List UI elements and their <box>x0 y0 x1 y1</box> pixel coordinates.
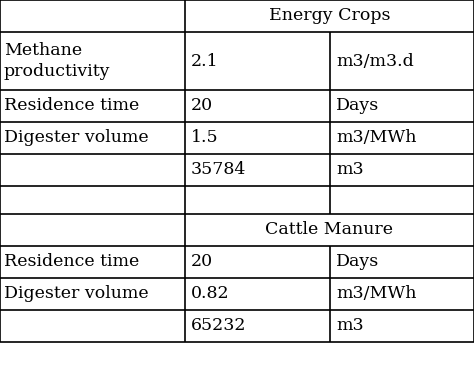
Text: m3/MWh: m3/MWh <box>336 285 417 302</box>
Text: Days: Days <box>336 98 379 114</box>
Text: m3/m3.d: m3/m3.d <box>336 52 414 70</box>
Text: Cattle Manure: Cattle Manure <box>265 222 393 239</box>
Text: 2.1: 2.1 <box>191 52 219 70</box>
Text: Residence time: Residence time <box>4 98 139 114</box>
Text: 0.82: 0.82 <box>191 285 229 302</box>
Text: 20: 20 <box>191 253 213 271</box>
Text: Digester volume: Digester volume <box>4 285 149 302</box>
Text: 20: 20 <box>191 98 213 114</box>
Text: Days: Days <box>336 253 379 271</box>
Text: 35784: 35784 <box>191 162 246 179</box>
Text: Residence time: Residence time <box>4 253 139 271</box>
Text: m3: m3 <box>336 162 364 179</box>
Text: m3: m3 <box>336 318 364 334</box>
Text: Energy Crops: Energy Crops <box>269 8 390 24</box>
Text: 65232: 65232 <box>191 318 246 334</box>
Text: 1.5: 1.5 <box>191 130 219 147</box>
Text: Digester volume: Digester volume <box>4 130 149 147</box>
Text: Methane
productivity: Methane productivity <box>4 42 110 80</box>
Text: m3/MWh: m3/MWh <box>336 130 417 147</box>
